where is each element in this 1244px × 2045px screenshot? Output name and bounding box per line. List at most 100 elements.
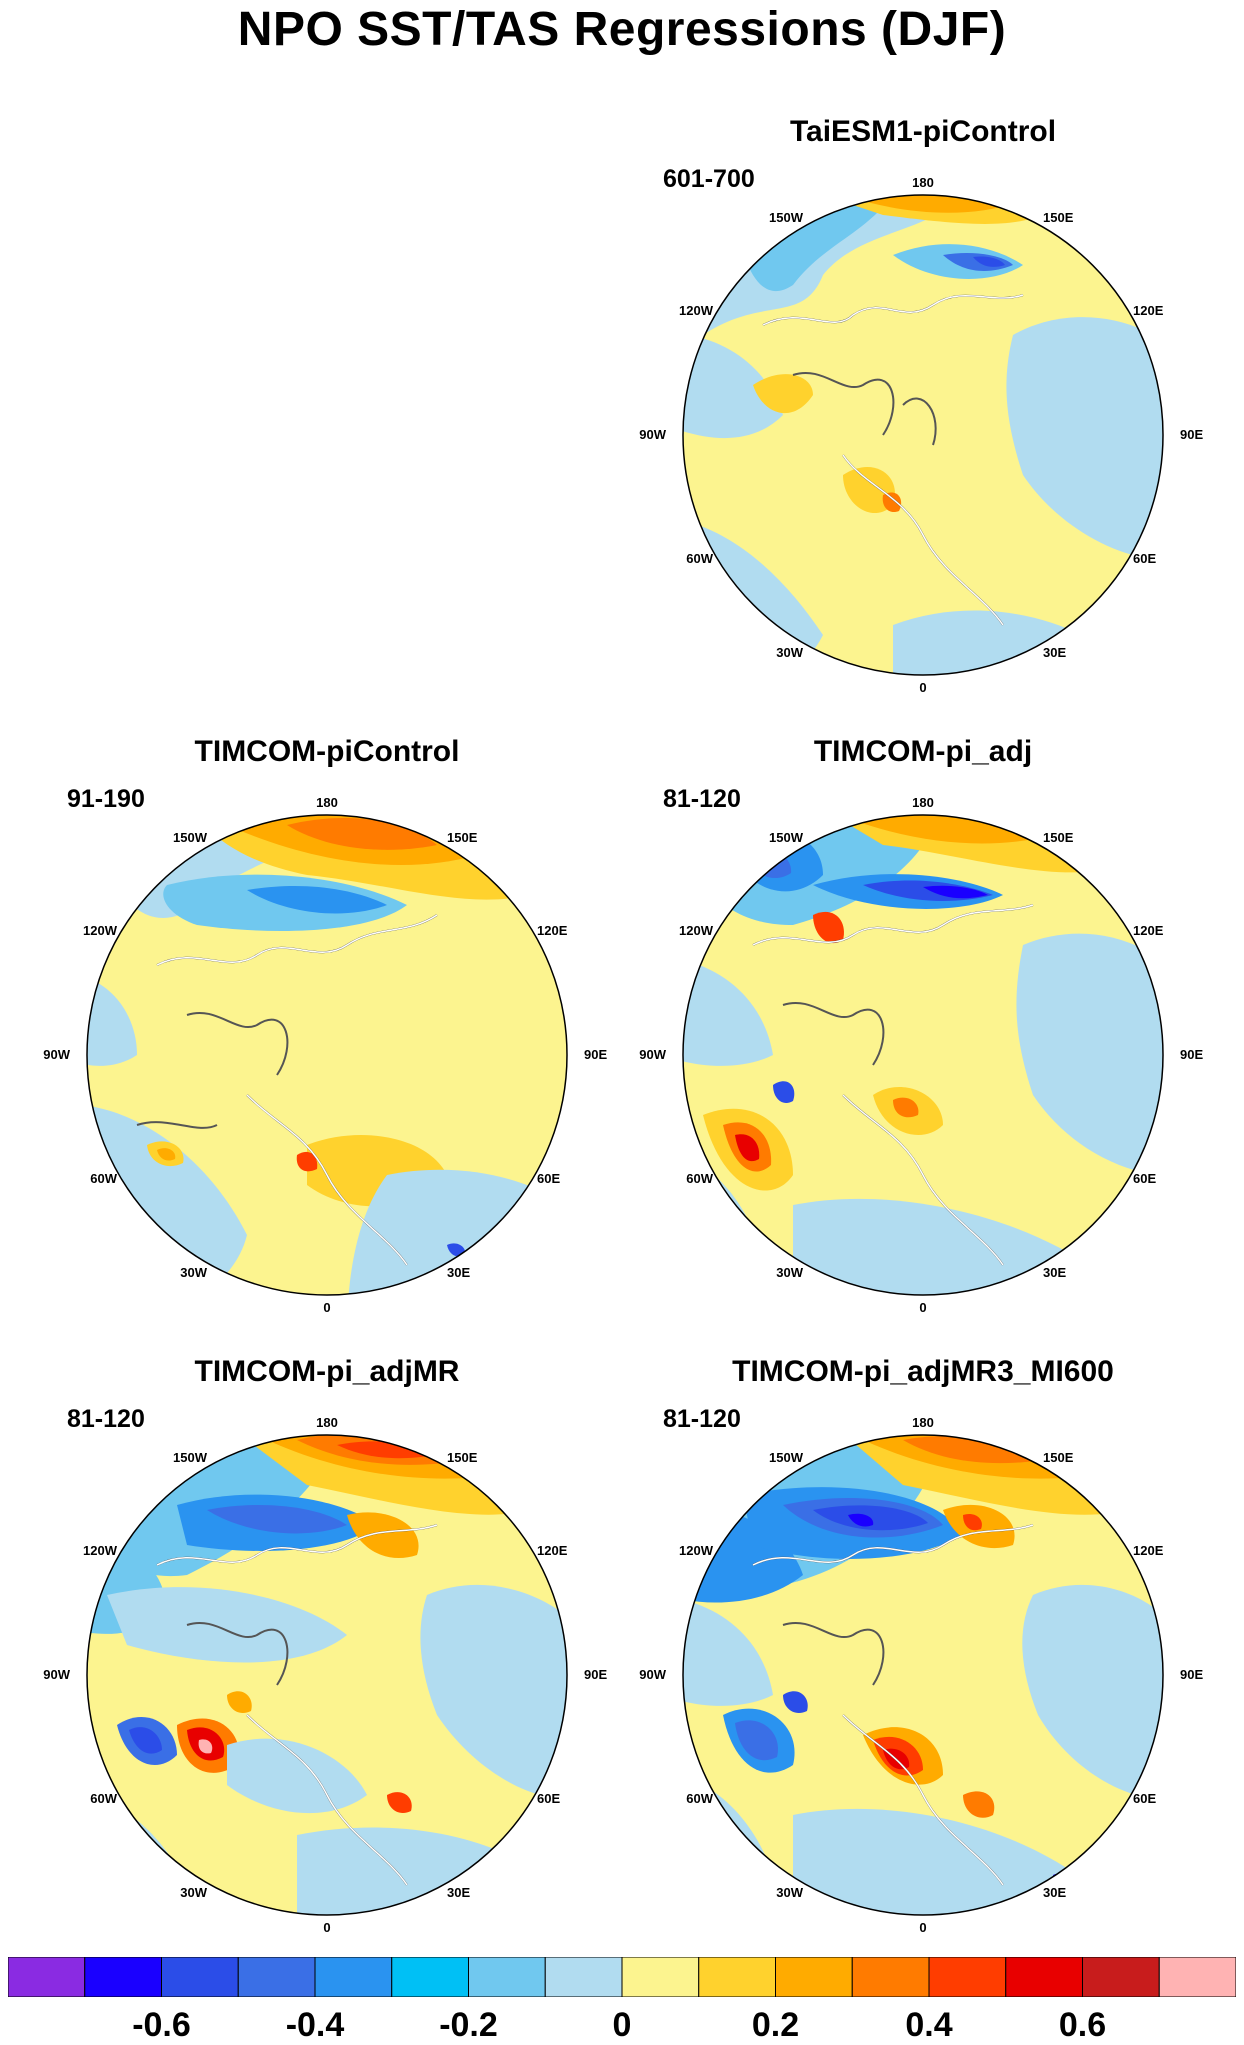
lon-label: 180	[912, 175, 934, 190]
lon-label: 180	[912, 795, 934, 810]
colorbar-swatch	[84, 1957, 162, 1997]
lon-label: 30W	[776, 1885, 803, 1900]
lon-label: 120E	[537, 1543, 568, 1558]
map-panel-taiesm1-picontrol: TaiESM1-piControl 601-700	[639, 115, 1203, 715]
colorbar-swatch	[928, 1957, 1007, 1997]
lon-label: 60W	[90, 1791, 117, 1806]
lon-label: 120E	[1133, 1543, 1164, 1558]
lon-label: 90E	[1180, 1667, 1203, 1682]
polar-map: 180 150E 120E 90E 60E 30E 0 30W 60W 90W …	[639, 795, 1203, 1315]
lon-label: 150E	[1043, 1450, 1074, 1465]
colorbar-swatch	[775, 1957, 853, 1997]
lon-label: 150E	[447, 830, 478, 845]
colorbar-swatch	[698, 1957, 776, 1997]
colorbar-swatch	[8, 1957, 86, 1997]
lon-label: 150W	[769, 210, 804, 225]
lon-label: 90W	[639, 427, 666, 442]
colorbar-tick-label: -0.4	[285, 2006, 345, 2044]
lon-label: 60W	[686, 551, 713, 566]
colorbar	[8, 1957, 1236, 1997]
lon-label: 90W	[43, 1047, 70, 1062]
lon-label: 30E	[447, 1265, 470, 1280]
lon-label: 30E	[1043, 1265, 1066, 1280]
lon-label: 120W	[679, 303, 714, 318]
lon-label: 60W	[686, 1171, 713, 1186]
panel-title: TIMCOM-pi_adjMR3_MI600	[732, 1355, 1114, 1388]
lon-label: 150E	[447, 1450, 478, 1465]
figure-title: NPO SST/TAS Regressions (DJF)	[237, 3, 1007, 56]
colorbar-tick-label: -0.6	[132, 2006, 191, 2044]
lon-label: 30W	[776, 645, 803, 660]
lon-label: 60W	[686, 1791, 713, 1806]
lon-label: 30E	[1043, 645, 1066, 660]
lon-label: 150W	[769, 830, 804, 845]
colorbar-swatch	[161, 1957, 239, 1997]
lon-label: 90E	[1180, 427, 1203, 442]
panel-title: TIMCOM-pi_adjMR	[194, 1355, 460, 1388]
lon-label: 90W	[43, 1667, 70, 1682]
lon-label: 180	[316, 795, 338, 810]
lon-label: 0	[323, 1920, 330, 1935]
lon-label: 150W	[173, 1450, 208, 1465]
colorbar-swatch	[1158, 1957, 1236, 1997]
map-panel-timcom-pi-adjmr: TIMCOM-pi_adjMR 81-120	[43, 1355, 607, 1955]
colorbar-tick-label: -0.2	[439, 2006, 498, 2044]
lon-label: 90E	[584, 1047, 607, 1062]
lon-label: 30W	[180, 1265, 207, 1280]
lon-label: 120E	[1133, 303, 1164, 318]
colorbar-swatch	[1005, 1957, 1083, 1997]
lon-label: 60E	[1133, 1171, 1156, 1186]
lon-label: 180	[316, 1415, 338, 1430]
lon-label: 60E	[537, 1171, 560, 1186]
polar-map: 180 150E 120E 90E 60E 30E 0 30W 60W 90W …	[43, 795, 607, 1315]
colorbar-swatch	[1082, 1957, 1160, 1997]
map-panel-timcom-pi-adjmr3-mi600: TIMCOM-pi_adjMR3_MI600 81-120	[639, 1355, 1203, 1955]
colorbar-swatch	[621, 1957, 700, 1997]
colorbar-swatch	[237, 1957, 316, 1997]
lon-label: 90E	[584, 1667, 607, 1682]
lon-label: 0	[919, 680, 926, 695]
period-label: 81-120	[663, 1405, 741, 1433]
lon-label: 30E	[1043, 1885, 1066, 1900]
lon-label: 180	[912, 1415, 934, 1430]
map-panel-timcom-pi-adj: TIMCOM-pi_adj 81-120	[639, 735, 1203, 1335]
polar-map: 180 150E 120E 90E 60E 30E 0 30W 60W 90W …	[639, 175, 1203, 695]
lon-label: 0	[323, 1300, 330, 1315]
colorbar-swatch	[851, 1957, 930, 1997]
colorbar-swatch	[314, 1957, 393, 1997]
map-panel-timcom-picontrol: TIMCOM-piControl 91-190	[43, 735, 607, 1335]
lon-label: 30W	[180, 1885, 207, 1900]
lon-label: 60E	[537, 1791, 560, 1806]
lon-label: 30E	[447, 1885, 470, 1900]
lon-label: 120E	[537, 923, 568, 938]
lon-label: 150E	[1043, 210, 1074, 225]
colorbar-swatches	[8, 1957, 1236, 1997]
polar-map: 180 150E 120E 90E 60E 30E 0 30W 60W 90W …	[639, 1415, 1203, 1935]
colorbar-swatch	[391, 1957, 469, 1997]
lon-label: 120W	[679, 1543, 714, 1558]
colorbar-swatch	[468, 1957, 546, 1997]
lon-label: 60W	[90, 1171, 117, 1186]
lon-label: 60E	[1133, 1791, 1156, 1806]
lon-label: 60E	[1133, 551, 1156, 566]
lon-label: 120E	[1133, 923, 1164, 938]
lon-label: 150W	[769, 1450, 804, 1465]
lon-label: 90W	[639, 1047, 666, 1062]
panel-title: TaiESM1-piControl	[789, 115, 1057, 148]
colorbar-tick-label: 0.6	[1058, 2006, 1107, 2044]
lon-label: 0	[919, 1300, 926, 1315]
lon-label: 90W	[639, 1667, 666, 1682]
lon-label: 120W	[679, 923, 714, 938]
lon-label: 120W	[83, 1543, 118, 1558]
period-label: 81-120	[67, 1405, 145, 1433]
lon-label: 150W	[173, 830, 208, 845]
panel-title: TIMCOM-pi_adj	[813, 735, 1033, 768]
colorbar-tick-label: 0	[612, 2006, 632, 2044]
period-label: 81-120	[663, 785, 741, 813]
colorbar-swatch	[544, 1957, 623, 1997]
colorbar-tick-label: 0.2	[751, 2006, 800, 2044]
polar-map: 180 150E 120E 90E 60E 30E 0 30W 60W 90W …	[43, 1415, 607, 1935]
lon-label: 90E	[1180, 1047, 1203, 1062]
lon-label: 120W	[83, 923, 118, 938]
lon-label: 30W	[776, 1265, 803, 1280]
